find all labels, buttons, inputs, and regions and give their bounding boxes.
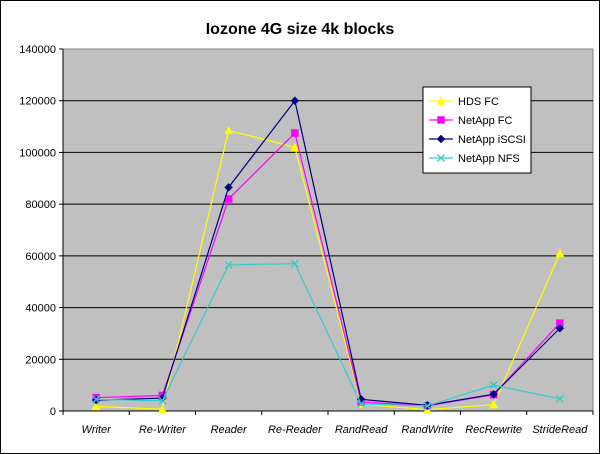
legend-entry: NetApp iSCSI: [429, 134, 526, 146]
data-point: [489, 400, 499, 409]
data-point: [555, 323, 565, 333]
data-point: [489, 389, 498, 399]
y-tick-label: 60000: [25, 251, 56, 263]
data-point: [224, 260, 233, 269]
legend-entry: HDS FC: [429, 96, 499, 108]
legend-label: NetApp FC: [458, 115, 512, 127]
data-point: [489, 381, 498, 390]
x-tick-label: RandWrite: [401, 424, 453, 436]
x-tick-label: Re-Reader: [268, 424, 323, 436]
y-tick-label: 140000: [19, 44, 56, 56]
data-point: [555, 248, 565, 258]
chart-title: Iozone 4G size 4k blocks: [206, 21, 395, 38]
data-point: [224, 182, 233, 192]
data-point: [290, 142, 300, 152]
legend-marker: [436, 96, 446, 105]
data-point: [423, 401, 432, 410]
series-netapp-nfs: [92, 259, 564, 410]
y-tick-label: 20000: [25, 354, 56, 366]
data-point: [290, 259, 299, 268]
data-point: [158, 396, 167, 405]
series-line: [96, 263, 560, 407]
x-tick-label: Reader: [211, 424, 248, 436]
x-tick-label: Re-Writer: [139, 424, 187, 436]
data-point: [357, 400, 366, 408]
y-tick-label: 100000: [19, 147, 56, 159]
legend-label: NetApp iSCSI: [458, 134, 526, 146]
legend-label: NetApp NFS: [458, 153, 520, 165]
x-tick-label: RandRead: [335, 424, 388, 436]
x-tick-label: RecRewrite: [465, 424, 522, 436]
legend-entry: NetApp NFS: [429, 153, 520, 165]
data-point: [224, 125, 234, 135]
y-axis: 0 20000 40000 60000 80000 100000 120000 140000: [19, 44, 64, 418]
y-tick-label: 0: [50, 406, 56, 418]
data-point: [157, 404, 167, 413]
x-tick-label: Writer: [81, 424, 112, 436]
x-axis: Writer Re-Writer Reader Re-Reader RandRead Ra…: [62, 410, 594, 436]
legend-marker: [437, 154, 445, 162]
y-tick-label: 40000: [25, 303, 56, 315]
legend-label: HDS FC: [458, 96, 499, 108]
legend: HDS FC NetApp FC NetApp iSCSI NetApp NFS: [422, 86, 532, 174]
legend-marker: [437, 116, 445, 124]
x-tick-label: StrideRead: [532, 424, 588, 436]
series-line: [96, 99, 561, 406]
legend-entry: NetApp FC: [429, 115, 512, 127]
data-point: [92, 395, 101, 404]
y-tick-label: 80000: [25, 199, 56, 211]
series-layer: [91, 96, 565, 414]
data-point: [291, 129, 299, 137]
series-netapp-iscsi: [91, 96, 565, 410]
y-tick-label: 120000: [19, 96, 56, 108]
legend-marker: [436, 134, 446, 144]
data-point: [555, 394, 564, 403]
data-point: [91, 401, 101, 411]
data-point: [290, 96, 300, 106]
